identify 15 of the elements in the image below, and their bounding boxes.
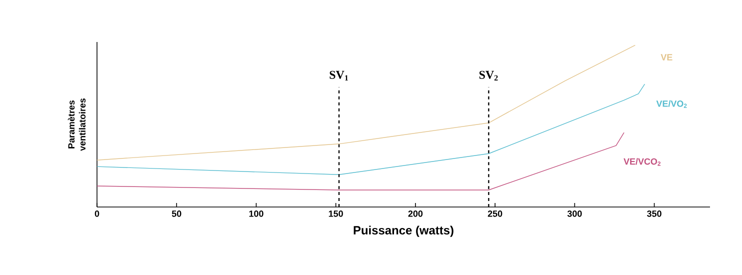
x-tick-label: 150 [328,210,343,217]
y-axis-title: Paramètres ventilatoires [68,98,86,151]
text: VE/VO$_{2}$ [656,100,687,108]
x-tick-label: 300 [567,210,582,217]
x-axis-title: Puissance (watts) [354,226,454,237]
text: VE [660,54,672,60]
x-tick-label: 200 [408,210,423,217]
x-tick-label: 50 [172,210,182,217]
x-tick-label: 100 [249,210,264,217]
ref-line-label: SV$_{1}$ [330,70,348,81]
ref-line-label: SV$_{2}$ [479,70,498,81]
x-tick-label: 0 [94,210,100,217]
x-tick-label: 250 [488,210,502,217]
x-tick-label: 350 [647,210,662,217]
series-label: VE/VCO$_{2}$ [624,158,661,166]
